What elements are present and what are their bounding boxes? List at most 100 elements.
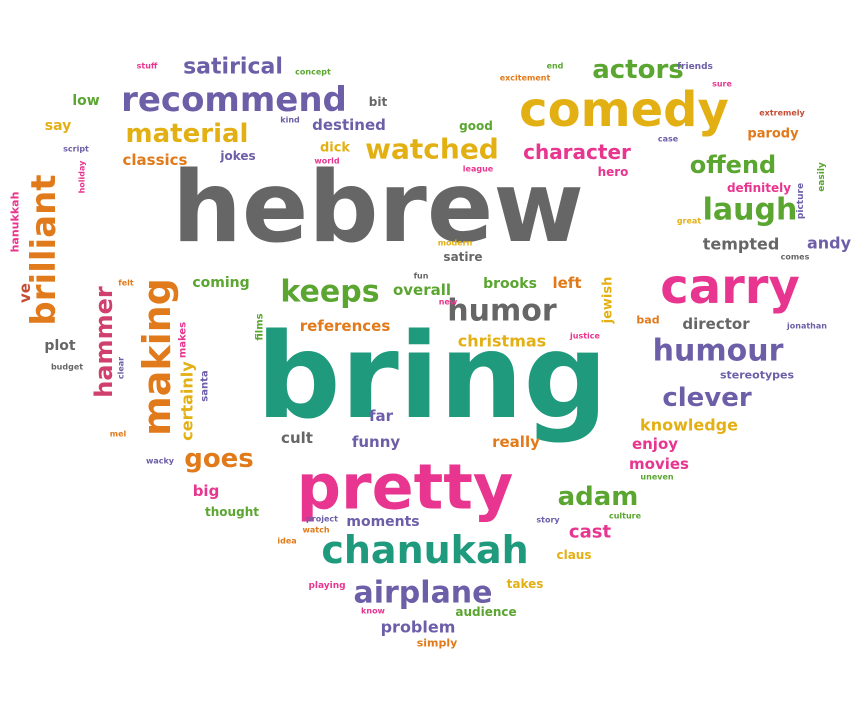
word-jokes: jokes bbox=[219, 149, 255, 163]
word-great: great bbox=[677, 217, 701, 226]
word-stuff: stuff bbox=[137, 62, 158, 71]
word-sure: sure bbox=[712, 80, 732, 89]
word-cult: cult bbox=[281, 429, 313, 447]
word-knowledge: knowledge bbox=[640, 416, 738, 435]
word-hanukkah: hanukkah bbox=[9, 192, 22, 253]
word-christmas: christmas bbox=[458, 332, 546, 351]
word-easily: easily bbox=[817, 162, 827, 192]
word-project: project bbox=[306, 515, 338, 524]
word-laugh: laugh bbox=[703, 193, 798, 228]
word-watch: watch bbox=[302, 526, 329, 535]
word-world: world bbox=[314, 157, 340, 166]
word-movies: movies bbox=[629, 455, 689, 473]
word-comes: comes bbox=[781, 253, 810, 262]
word-big: big bbox=[193, 482, 220, 500]
word-felt: felt bbox=[118, 279, 134, 288]
word-bad: bad bbox=[636, 314, 659, 327]
word-script: script bbox=[63, 145, 89, 154]
word-plot: plot bbox=[44, 338, 75, 354]
word-problem: problem bbox=[381, 618, 456, 637]
word-playing: playing bbox=[308, 581, 345, 591]
word-stereotypes: stereotypes bbox=[720, 369, 794, 382]
word-friends: friends bbox=[677, 62, 713, 72]
word-idea: idea bbox=[277, 537, 296, 546]
word-modern: modern bbox=[438, 239, 473, 248]
word-left: left bbox=[552, 274, 581, 292]
word-dick: dick bbox=[320, 141, 350, 156]
word-low: low bbox=[72, 93, 99, 109]
word-coming: coming bbox=[192, 275, 249, 291]
word-hammer: hammer bbox=[90, 286, 118, 398]
word-overall: overall bbox=[393, 281, 451, 299]
word-chanukah: chanukah bbox=[321, 528, 528, 572]
word-makes: makes bbox=[178, 322, 189, 358]
word-really: really bbox=[492, 433, 540, 451]
word-funny: funny bbox=[352, 433, 401, 451]
word-audience: audience bbox=[455, 605, 516, 619]
word-clear: clear bbox=[117, 357, 126, 379]
word-cast: cast bbox=[569, 522, 612, 543]
word-culture: culture bbox=[609, 512, 642, 521]
word-mel: mel bbox=[110, 430, 127, 439]
word-airplane: airplane bbox=[353, 576, 492, 611]
word-picture: picture bbox=[796, 183, 806, 219]
word-claus: claus bbox=[556, 548, 591, 562]
word-concept: concept bbox=[295, 68, 331, 77]
word-end: end bbox=[547, 62, 564, 71]
word-director: director bbox=[682, 315, 750, 333]
word-character: character bbox=[523, 140, 631, 164]
word-moments: moments bbox=[346, 514, 419, 530]
word-humor: humor bbox=[447, 294, 557, 329]
word-watched: watched bbox=[365, 133, 499, 166]
word-keeps: keeps bbox=[280, 275, 379, 310]
word-destined: destined bbox=[312, 116, 386, 134]
word-classics: classics bbox=[123, 151, 188, 169]
word-carry: carry bbox=[660, 259, 799, 315]
word-material: material bbox=[126, 119, 249, 149]
word-story: story bbox=[536, 516, 560, 525]
word-takes: takes bbox=[507, 577, 544, 591]
word-justice: justice bbox=[569, 332, 601, 341]
word-bit: bit bbox=[369, 95, 388, 109]
word-parody: parody bbox=[747, 127, 799, 142]
word-making: making bbox=[135, 278, 179, 436]
word-simply: simply bbox=[417, 637, 458, 650]
word-actors: actors bbox=[592, 55, 684, 85]
word-jewish: jewish bbox=[601, 277, 616, 325]
word-league: league bbox=[463, 165, 494, 174]
word-thought: thought bbox=[205, 505, 259, 519]
word-adam: adam bbox=[558, 482, 639, 512]
word-santa: santa bbox=[200, 370, 211, 401]
word-good: good bbox=[459, 119, 493, 133]
word-new: new bbox=[439, 298, 458, 307]
word-humour: humour bbox=[653, 334, 784, 369]
word-pretty: pretty bbox=[297, 451, 514, 524]
word-bring: bring bbox=[256, 307, 608, 445]
word-jonathan: jonathan bbox=[786, 322, 827, 331]
word-hero: hero bbox=[598, 165, 629, 179]
word-enjoy: enjoy bbox=[632, 435, 678, 453]
word-certainly: certainly bbox=[178, 361, 197, 441]
word-say: say bbox=[45, 118, 71, 134]
word-extremely: extremely bbox=[759, 109, 805, 118]
word-clever: clever bbox=[662, 383, 752, 413]
word-holiday: holiday bbox=[78, 160, 87, 194]
word-goes: goes bbox=[184, 444, 254, 474]
word-case: case bbox=[658, 135, 679, 144]
word-hebrew: hebrew bbox=[172, 151, 584, 265]
word-fun: fun bbox=[414, 272, 429, 281]
word-films: films bbox=[255, 313, 266, 340]
word-kind: kind bbox=[280, 116, 300, 125]
word-know: know bbox=[361, 607, 386, 616]
word-andy: andy bbox=[807, 234, 852, 253]
word-offend: offend bbox=[690, 151, 776, 179]
word-definitely: definitely bbox=[727, 181, 791, 195]
word-far: far bbox=[369, 407, 394, 425]
word-excitement: excitement bbox=[500, 74, 551, 83]
word-wacky: wacky bbox=[146, 457, 175, 466]
word-tempted: tempted bbox=[703, 235, 780, 254]
word-brilliant: brilliant bbox=[24, 174, 64, 325]
word-comedy: comedy bbox=[519, 82, 729, 138]
